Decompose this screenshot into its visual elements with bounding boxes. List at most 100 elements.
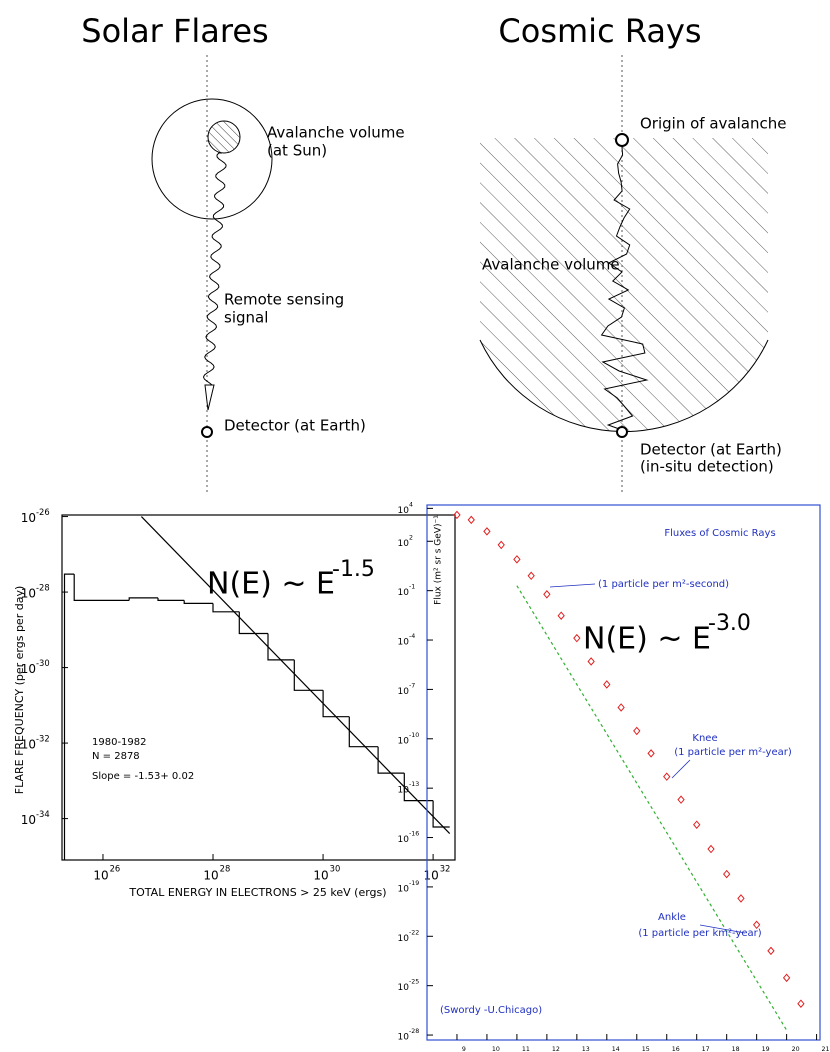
x-axis-label: TOTAL ENERGY IN ELECTRONS > 25 keV (ergs… xyxy=(128,886,386,899)
y-tick-exponent: 2 xyxy=(409,534,413,541)
data-point xyxy=(633,726,641,736)
sun xyxy=(151,98,273,220)
data-point xyxy=(513,555,521,564)
y-tick-label: 10 xyxy=(21,662,36,676)
annotation: (1 particle per m²-second) xyxy=(598,579,729,590)
data-point xyxy=(723,869,731,879)
label: Avalanche volume xyxy=(482,256,620,274)
x-tick-exponent: 26 xyxy=(110,864,121,874)
detector xyxy=(616,426,628,438)
data-point xyxy=(752,920,761,930)
x-tick-exponent: 12 xyxy=(552,1046,560,1052)
x-tick-exponent: 10 xyxy=(492,1046,500,1052)
histogram-step xyxy=(432,800,450,828)
histogram-step xyxy=(128,597,158,601)
label: (at Sun) xyxy=(267,142,327,160)
data-point xyxy=(527,571,535,581)
y-tick-label: 10 xyxy=(398,934,410,944)
y-tick-label: 10 xyxy=(398,588,410,598)
y-tick-exponent: -28 xyxy=(36,583,50,593)
y-axis-label: FLARE FREQUENCY (per ergs per day) xyxy=(13,586,26,795)
y-tick-exponent: 4 xyxy=(409,501,413,508)
label: Avalanche volume xyxy=(267,124,405,142)
detector xyxy=(201,426,213,438)
x-tick-exponent: 16 xyxy=(672,1046,680,1052)
cascade xyxy=(600,145,649,431)
histogram-step xyxy=(293,659,324,691)
data-point xyxy=(543,590,551,599)
data-point xyxy=(737,894,745,903)
y-tick-label: 10 xyxy=(398,835,410,845)
data-point xyxy=(557,611,565,620)
reference-line xyxy=(516,585,788,1031)
y-tick-label: 10 xyxy=(398,687,410,697)
x-tick-exponent: 20 xyxy=(792,1046,800,1052)
arrow xyxy=(671,759,691,779)
data-point xyxy=(677,795,685,804)
data-point xyxy=(693,820,701,829)
arrowhead xyxy=(204,384,215,411)
data-point xyxy=(617,703,625,712)
arrow xyxy=(549,583,596,588)
annotation: (Swordy -U.Chicago) xyxy=(440,1005,542,1016)
y-tick-label: 10 xyxy=(398,983,410,993)
x-tick-label: 10 xyxy=(93,869,108,883)
histogram-step xyxy=(238,611,268,635)
origin xyxy=(615,133,629,147)
power-law: N(E) ~ E xyxy=(583,622,711,657)
y-axis-label: Flux (m² sr s GeV)⁻¹ xyxy=(434,515,444,605)
label: Detector (at Earth) xyxy=(224,417,366,435)
x-tick-exponent: 28 xyxy=(220,864,231,874)
histogram-step xyxy=(348,716,379,748)
power-law: N(E) ~ E xyxy=(207,567,335,602)
x-tick-exponent: 18 xyxy=(732,1046,740,1052)
y-tick-exponent: -10 xyxy=(409,732,419,739)
data-point xyxy=(767,946,775,956)
note: 1980-1982 xyxy=(92,737,147,748)
note: Slope = -1.53+ 0.02 xyxy=(92,771,194,782)
y-tick-label: 10 xyxy=(398,1033,410,1043)
power-law-exponent: -3.0 xyxy=(708,611,751,636)
x-tick-exponent: 19 xyxy=(762,1046,770,1052)
x-tick-exponent: 14 xyxy=(612,1046,620,1052)
data-point xyxy=(707,844,715,854)
signal-wave xyxy=(202,152,227,386)
label: Remote sensing xyxy=(224,291,344,309)
histogram-step xyxy=(403,773,434,802)
y-tick-exponent: -19 xyxy=(409,880,419,887)
y-tick-label: 10 xyxy=(21,813,36,827)
label: Detector (at Earth) xyxy=(640,441,782,459)
y-tick-exponent: -28 xyxy=(409,1028,419,1035)
data-point xyxy=(797,999,805,1008)
data-point xyxy=(497,540,505,550)
fit-line xyxy=(140,516,451,835)
x-tick-label: 10 xyxy=(203,869,218,883)
data-point xyxy=(573,633,581,643)
x-tick-exponent: 15 xyxy=(642,1046,650,1052)
x-tick-exponent: 32 xyxy=(440,864,451,874)
x-tick-exponent: 11 xyxy=(522,1046,530,1052)
histogram-step xyxy=(267,633,295,661)
x-tick-exponent: 21 xyxy=(822,1046,830,1052)
avalanche-volume xyxy=(207,120,241,154)
label: (in-situ detection) xyxy=(640,458,774,476)
x-tick-exponent: 30 xyxy=(330,864,341,874)
y-tick-exponent: -13 xyxy=(409,781,419,788)
y-tick-exponent: -7 xyxy=(409,682,415,689)
x-tick-label: 10 xyxy=(423,869,438,883)
annotation: Knee xyxy=(692,733,717,744)
note: N = 2878 xyxy=(92,751,140,762)
x-tick-exponent: 9 xyxy=(462,1046,466,1052)
arrow xyxy=(699,924,746,934)
data-point xyxy=(467,515,475,525)
label: Origin of avalanche xyxy=(640,115,786,133)
histogram-step xyxy=(63,573,75,860)
y-tick-exponent: -16 xyxy=(409,831,419,838)
histogram-step xyxy=(212,603,240,613)
chart-title: Fluxes of Cosmic Rays xyxy=(664,528,775,539)
data-point xyxy=(647,749,655,758)
y-tick-exponent: -32 xyxy=(36,734,50,744)
data-point xyxy=(453,510,461,520)
x-tick-label: 10 xyxy=(313,869,328,883)
plot-frame xyxy=(426,504,821,1041)
